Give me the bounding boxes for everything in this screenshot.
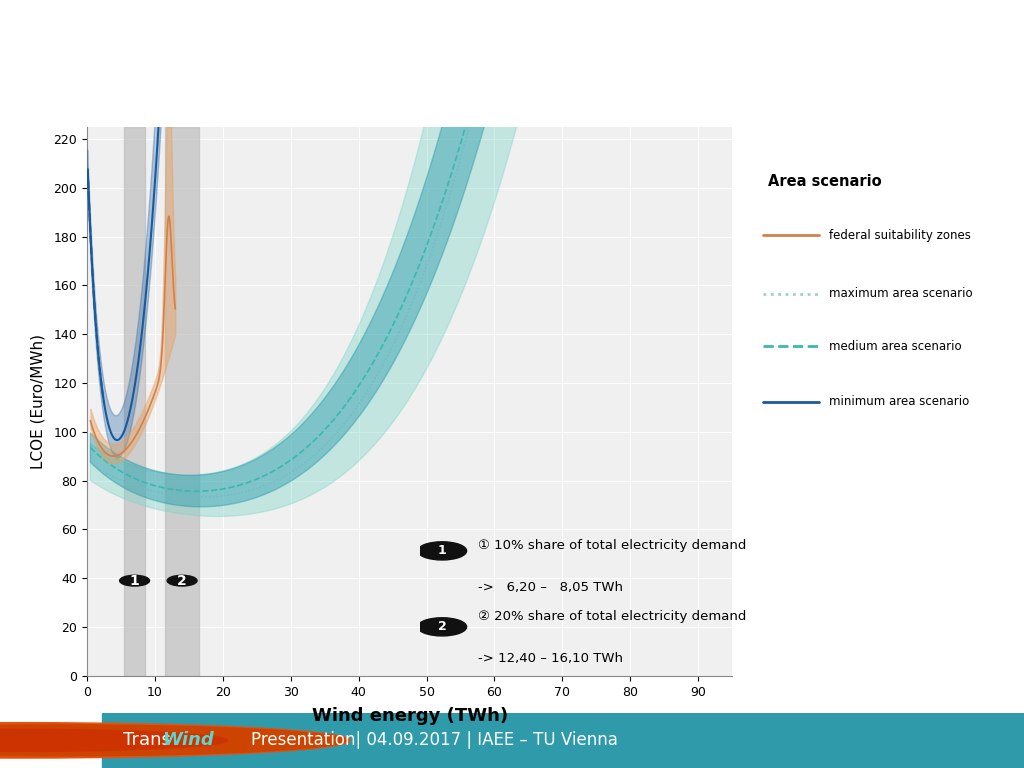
Text: -> 12,40 – 16,10 TWh: -> 12,40 – 16,10 TWh [478, 651, 623, 664]
Text: 1: 1 [437, 545, 446, 558]
Circle shape [167, 575, 197, 586]
Text: Supply curves showing the economic wind: Supply curves showing the economic wind [132, 22, 723, 50]
Text: 2: 2 [177, 574, 187, 588]
Text: ① 10% share of total electricity demand: ① 10% share of total electricity demand [478, 539, 746, 552]
Bar [124, 127, 144, 676]
Circle shape [418, 541, 467, 560]
X-axis label: Wind energy (TWh): Wind energy (TWh) [311, 707, 508, 725]
Circle shape [0, 730, 227, 751]
Circle shape [0, 725, 346, 756]
Text: 1: 1 [130, 574, 139, 588]
Text: energy potential for the four scenarios: energy potential for the four scenarios [160, 70, 695, 98]
Y-axis label: LCOE (Euro/MWh): LCOE (Euro/MWh) [30, 334, 45, 468]
Text: ->   6,20 –   8,05 TWh: -> 6,20 – 8,05 TWh [478, 581, 623, 594]
Text: Area scenario: Area scenario [768, 174, 882, 189]
Text: Wind: Wind [162, 731, 214, 750]
Text: Presentation| 04.09.2017 | IAEE – TU Vienna: Presentation| 04.09.2017 | IAEE – TU Vie… [251, 731, 617, 750]
Text: maximum area scenario: maximum area scenario [829, 287, 973, 300]
Circle shape [0, 723, 350, 758]
Text: minimum area scenario: minimum area scenario [829, 396, 970, 408]
Text: ② 20% share of total electricity demand: ② 20% share of total electricity demand [478, 611, 746, 624]
Circle shape [418, 617, 467, 636]
Text: 2: 2 [437, 621, 446, 634]
Text: Trans: Trans [123, 731, 171, 750]
Text: federal suitability zones: federal suitability zones [829, 229, 972, 242]
Circle shape [120, 575, 150, 586]
Bar [165, 127, 199, 676]
Text: medium area scenario: medium area scenario [829, 339, 963, 353]
